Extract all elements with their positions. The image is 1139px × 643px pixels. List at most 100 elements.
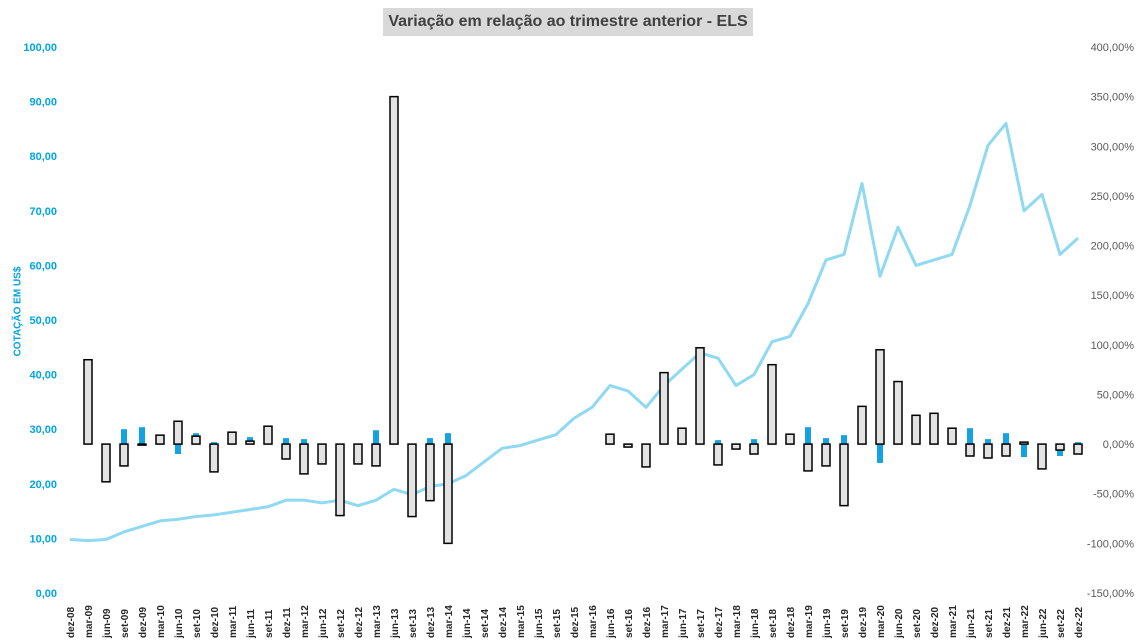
- dividend-bar-dez-13: [427, 438, 433, 445]
- x-tick-label: set-18: [768, 609, 779, 638]
- variation-bar-set-18: [767, 363, 777, 445]
- variation-bar-jun-13: [389, 95, 399, 445]
- variation-bar-jun-19: [821, 443, 831, 467]
- dividend-bar-dez-09: [139, 427, 145, 445]
- variation-bar-set-09: [119, 443, 129, 467]
- dividend-bar-jun-18: [751, 439, 757, 445]
- x-tick-label: set-22: [1056, 609, 1067, 638]
- variation-bar-mar-12: [299, 443, 309, 475]
- x-tick-label: mar-18: [732, 605, 743, 638]
- right-tick-label: 400,00%: [1091, 42, 1135, 54]
- variation-bar-mar-13: [371, 443, 381, 467]
- x-tick-label: dez-08: [66, 606, 77, 638]
- left-tick-label: 90,00: [29, 97, 57, 109]
- x-tick-label: mar-12: [300, 605, 311, 638]
- variation-bar-jun-11: [245, 440, 255, 445]
- x-tick-label: mar-11: [228, 605, 239, 638]
- variation-bar-set-19: [839, 443, 849, 507]
- x-tick-label: dez-09: [138, 606, 149, 638]
- variation-bar-mar-22: [1019, 441, 1029, 445]
- dividend-bar-dez-22: [1075, 442, 1081, 445]
- x-tick-label: mar-16: [588, 605, 599, 638]
- dividend-bar-set-19: [841, 435, 847, 445]
- x-tick-label: mar-15: [516, 605, 527, 638]
- right-tick-label: 150,00%: [1091, 290, 1135, 302]
- dividend-bar-set-21: [985, 439, 991, 445]
- dividend-bar-dez-10: [211, 442, 217, 445]
- x-tick-label: dez-22: [1074, 606, 1085, 638]
- variation-bar-mar-19: [803, 443, 813, 472]
- dividend-bar-mar-20: [877, 444, 883, 463]
- x-tick-label: jun-22: [1038, 608, 1049, 639]
- x-tick-label: jun-13: [390, 608, 401, 639]
- dividend-bar-mar-13: [373, 430, 379, 445]
- variation-bar-dez-17: [713, 443, 723, 466]
- x-tick-label: mar-14: [444, 605, 455, 638]
- left-tick-label: 20,00: [29, 479, 57, 491]
- right-axis: -150,00% -100,00% -50,00% 0,00% 50,00% 100,00…: [1087, 42, 1134, 600]
- variation-bar-jun-16: [605, 433, 615, 445]
- x-tick-label: dez-11: [282, 607, 293, 638]
- x-axis: dez-08 mar-09 jun-09 set-09 dez-09 mar-10 jun-…: [66, 605, 1085, 639]
- variation-bar-dez-20: [929, 412, 939, 445]
- variation-bar-set-16: [623, 443, 633, 448]
- x-tick-label: jun-17: [678, 608, 689, 639]
- variation-bar-jun-20: [893, 380, 903, 445]
- variation-bar-mar-09: [83, 358, 93, 445]
- x-tick-label: mar-20: [876, 605, 887, 638]
- x-tick-label: jun-15: [534, 608, 545, 639]
- x-tick-label: dez-21: [1002, 606, 1013, 638]
- x-tick-label: set-13: [408, 609, 419, 638]
- dividend-bar-mar-14: [445, 433, 451, 445]
- dividend-bar-jun-21: [967, 428, 973, 445]
- variation-bar-mar-14: [443, 443, 453, 545]
- variation-bar-mar-11: [227, 431, 237, 445]
- variation-bar-mar-21: [947, 427, 957, 445]
- variation-bar-jun-17: [677, 427, 687, 445]
- chart-title-text: Variação em relação ao trimestre anterio…: [388, 13, 748, 30]
- price-line: [69, 121, 1080, 543]
- dividend-bar-dez-11: [283, 438, 289, 445]
- variation-bar-set-10: [191, 435, 201, 445]
- x-tick-label: set-14: [480, 609, 491, 638]
- left-tick-label: 70,00: [29, 206, 57, 218]
- x-tick-label: dez-14: [498, 606, 509, 638]
- x-tick-label: dez-17: [714, 606, 725, 638]
- variation-bar-dez-10: [209, 443, 219, 473]
- left-axis: 0,00 10,00 20,00 30,00 40,00 50,00 60,00 70,00 8…: [23, 42, 57, 600]
- chart-title: Variação em relação ao trimestre anterio…: [383, 8, 753, 36]
- dividend-bar-dez-21: [1003, 433, 1009, 445]
- x-tick-label: jun-12: [318, 608, 329, 639]
- x-tick-label: set-20: [912, 609, 923, 638]
- x-tick-label: mar-17: [660, 605, 671, 638]
- right-tick-label: -50,00%: [1093, 489, 1134, 501]
- x-tick-label: jun-20: [894, 608, 905, 639]
- left-tick-label: 80,00: [29, 151, 57, 163]
- x-tick-label: set-11: [264, 609, 275, 638]
- x-tick-label: jun-14: [462, 608, 473, 639]
- variation-bar-jun-18: [749, 443, 759, 455]
- x-tick-label: mar-09: [84, 605, 95, 638]
- x-tick-label: set-10: [192, 609, 203, 638]
- x-tick-label: jun-10: [174, 608, 185, 639]
- x-tick-label: jun-09: [102, 608, 113, 639]
- x-tick-label: jun-11: [246, 609, 257, 639]
- x-tick-label: jun-21: [966, 608, 977, 639]
- dividend-bar-set-09: [121, 429, 127, 445]
- dividend-bar-mar-12: [301, 439, 307, 445]
- variation-bar-set-22: [1055, 443, 1065, 451]
- x-tick-label: mar-19: [804, 605, 815, 638]
- right-tick-label: 200,00%: [1091, 241, 1135, 253]
- x-tick-label: mar-21: [948, 605, 959, 638]
- x-tick-label: jun-19: [822, 608, 833, 639]
- right-tick-label: 250,00%: [1091, 191, 1135, 203]
- dividend-bar-mar-22: [1021, 444, 1027, 457]
- right-tick-label: 350,00%: [1091, 92, 1135, 104]
- variation-bar-jun-10: [173, 420, 183, 445]
- variation-bar-set-20: [911, 414, 921, 445]
- right-tick-label: -150,00%: [1087, 588, 1134, 600]
- right-tick-label: 300,00%: [1091, 141, 1135, 153]
- left-tick-label: 50,00: [29, 315, 57, 327]
- variation-bar-mar-20: [875, 349, 885, 445]
